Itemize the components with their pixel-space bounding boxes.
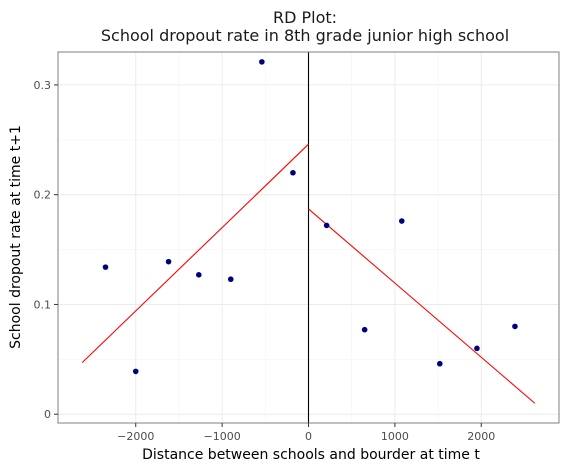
y-tick-label-1: 0.1 [34,298,52,311]
data-point-8 [361,326,368,333]
x-tick-label-0: −2000 [117,430,154,443]
data-point-9 [398,218,405,224]
data-point-7 [323,222,330,229]
data-point-2 [165,258,172,265]
chart-title-line-1: RD Plot: [273,8,337,27]
y-tick-label-0: 0 [44,408,51,421]
data-points [102,59,518,375]
x-axis-ticks: −2000 −1000 0 1000 2000 [117,423,495,443]
data-point-3 [195,272,202,278]
fit-line-1 [308,208,536,404]
y-tick-label-3: 0.3 [34,79,52,92]
fit-lines [81,143,536,404]
data-point-6 [290,169,296,176]
chart-title-line-2: School dropout rate in 8th grade junior … [101,26,509,45]
x-tick-label-1: −1000 [204,430,241,443]
data-point-10 [436,360,443,367]
x-tick-label-2: 0 [305,430,312,443]
data-point-11 [474,345,480,352]
y-axis-title: School dropout rate at time t+1 [8,125,24,349]
data-point-4 [227,276,234,283]
data-point-1 [132,368,139,375]
y-axis-ticks: 0 0.1 0.2 0.3 [34,79,58,421]
y-tick-label-2: 0.2 [34,189,52,202]
data-point-0 [102,264,109,270]
data-point-5 [259,59,265,65]
data-point-12 [512,323,518,330]
x-tick-label-4: 2000 [467,430,495,443]
x-tick-label-3: 1000 [381,430,409,443]
fit-line-0 [81,143,309,364]
x-axis-title: Distance between schools and bourder at … [142,447,480,463]
